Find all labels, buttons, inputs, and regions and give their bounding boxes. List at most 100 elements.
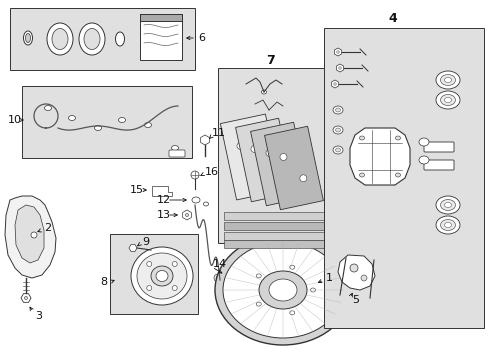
Polygon shape <box>140 14 182 60</box>
Ellipse shape <box>47 23 73 55</box>
Polygon shape <box>152 186 172 196</box>
Text: 5: 5 <box>351 295 358 305</box>
Text: 2: 2 <box>44 223 51 233</box>
Polygon shape <box>224 212 361 220</box>
Text: 16: 16 <box>204 167 219 177</box>
Ellipse shape <box>359 173 364 177</box>
Ellipse shape <box>333 83 336 85</box>
Text: 4: 4 <box>387 12 396 24</box>
Polygon shape <box>183 210 191 220</box>
Ellipse shape <box>94 126 102 130</box>
Polygon shape <box>334 48 341 56</box>
Ellipse shape <box>214 274 222 282</box>
Text: 11: 11 <box>212 128 225 138</box>
Ellipse shape <box>335 148 340 152</box>
Text: 7: 7 <box>265 54 274 67</box>
Ellipse shape <box>418 138 428 146</box>
Ellipse shape <box>146 285 151 291</box>
Ellipse shape <box>52 28 68 49</box>
Ellipse shape <box>285 171 292 178</box>
Ellipse shape <box>257 165 264 172</box>
Ellipse shape <box>418 156 428 164</box>
Text: 10: 10 <box>8 115 22 125</box>
Ellipse shape <box>444 202 450 207</box>
Ellipse shape <box>68 116 75 121</box>
Ellipse shape <box>444 77 450 82</box>
FancyBboxPatch shape <box>169 150 184 157</box>
Text: 12: 12 <box>157 195 171 205</box>
Ellipse shape <box>395 173 400 177</box>
Ellipse shape <box>435 91 459 109</box>
Ellipse shape <box>332 146 342 154</box>
Ellipse shape <box>435 196 459 214</box>
Ellipse shape <box>359 136 364 140</box>
Ellipse shape <box>440 199 454 211</box>
Polygon shape <box>349 128 409 185</box>
Ellipse shape <box>332 106 342 114</box>
Ellipse shape <box>172 261 177 266</box>
Ellipse shape <box>310 288 315 292</box>
Ellipse shape <box>280 153 286 161</box>
Ellipse shape <box>23 31 32 45</box>
Ellipse shape <box>192 197 200 203</box>
Text: 13: 13 <box>157 210 171 220</box>
Ellipse shape <box>31 232 37 238</box>
Text: 3: 3 <box>35 311 42 321</box>
Ellipse shape <box>131 247 193 305</box>
Ellipse shape <box>261 90 266 94</box>
Ellipse shape <box>215 235 350 345</box>
Text: 8: 8 <box>100 277 107 287</box>
Ellipse shape <box>156 270 168 282</box>
Ellipse shape <box>259 271 306 309</box>
Polygon shape <box>336 64 343 72</box>
Ellipse shape <box>289 311 294 315</box>
Ellipse shape <box>289 265 294 269</box>
Ellipse shape <box>137 253 186 299</box>
Text: 6: 6 <box>198 33 204 43</box>
Text: 1: 1 <box>325 273 332 283</box>
Ellipse shape <box>256 302 261 306</box>
Ellipse shape <box>265 149 272 157</box>
Polygon shape <box>15 205 44 263</box>
Ellipse shape <box>444 222 450 228</box>
Ellipse shape <box>395 136 400 140</box>
Polygon shape <box>21 294 31 302</box>
Ellipse shape <box>435 216 459 234</box>
Ellipse shape <box>84 28 100 49</box>
Polygon shape <box>218 68 365 243</box>
FancyBboxPatch shape <box>423 160 453 170</box>
Ellipse shape <box>216 276 220 280</box>
Ellipse shape <box>440 220 454 230</box>
Ellipse shape <box>299 175 306 182</box>
Ellipse shape <box>237 143 244 149</box>
Polygon shape <box>250 122 309 206</box>
Polygon shape <box>224 232 361 240</box>
Ellipse shape <box>191 171 199 179</box>
Polygon shape <box>129 244 137 252</box>
Ellipse shape <box>338 67 341 69</box>
Ellipse shape <box>336 51 339 53</box>
Ellipse shape <box>444 98 450 103</box>
Polygon shape <box>224 222 361 230</box>
Polygon shape <box>140 14 182 21</box>
Ellipse shape <box>440 75 454 85</box>
Ellipse shape <box>335 108 340 112</box>
Text: 15: 15 <box>130 185 143 195</box>
Text: 9: 9 <box>142 237 149 247</box>
Ellipse shape <box>44 105 51 111</box>
Polygon shape <box>331 80 338 88</box>
Ellipse shape <box>360 275 366 281</box>
Ellipse shape <box>349 264 357 272</box>
Ellipse shape <box>203 202 208 206</box>
Ellipse shape <box>223 242 342 338</box>
Ellipse shape <box>185 213 188 216</box>
Ellipse shape <box>79 23 105 55</box>
Ellipse shape <box>118 117 125 122</box>
Ellipse shape <box>146 261 151 266</box>
Ellipse shape <box>435 71 459 89</box>
Ellipse shape <box>144 122 151 127</box>
Ellipse shape <box>25 33 30 42</box>
Text: 14: 14 <box>213 259 226 269</box>
Polygon shape <box>264 126 323 210</box>
Polygon shape <box>220 114 281 200</box>
